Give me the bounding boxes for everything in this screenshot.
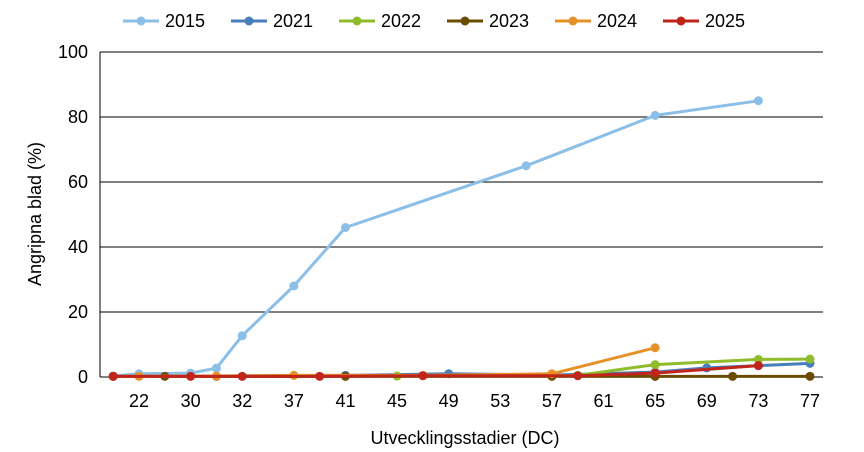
legend-swatch-marker (460, 16, 470, 26)
data-point-2023-7 (805, 371, 815, 381)
x-tick-69: 69 (697, 391, 717, 411)
data-point-2025-0 (108, 371, 118, 381)
x-tick-65: 65 (645, 391, 665, 411)
data-point-2025-3 (315, 371, 325, 381)
y-tick-60: 60 (68, 172, 88, 192)
x-tick-37: 37 (284, 391, 304, 411)
y-tick-20: 20 (68, 302, 88, 322)
series-line-2015 (113, 99, 759, 378)
legend-item-2021[interactable]: 2021 (231, 11, 313, 31)
legend-swatch-marker (244, 16, 254, 26)
x-tick-77: 77 (800, 391, 820, 411)
data-point-2024-6 (650, 343, 660, 353)
legend-label: 2022 (381, 11, 421, 31)
legend-item-2024[interactable]: 2024 (555, 11, 637, 31)
x-tick-30: 30 (181, 391, 201, 411)
x-tick-45: 45 (387, 391, 407, 411)
x-tick-22: 22 (129, 391, 149, 411)
data-point-2015-3 (211, 363, 221, 373)
x-tick-53: 53 (490, 391, 510, 411)
legend-swatch-marker (568, 16, 578, 26)
legend-label: 2021 (273, 11, 313, 31)
y-axis-title: Angripna blad (%) (25, 142, 45, 286)
series-lines (108, 96, 815, 381)
y-tick-labels: 0 20 40 60 80 100 (58, 42, 88, 387)
series-line-2025 (113, 364, 759, 378)
data-point-2022-4 (753, 354, 763, 364)
x-tick-49: 49 (439, 391, 459, 411)
legend-swatch-marker (136, 16, 146, 26)
data-point-2025-7 (753, 361, 763, 371)
chart-legend[interactable]: 2015 2021 2022 2023 2024 2025 (123, 11, 745, 31)
x-tick-61: 61 (594, 391, 614, 411)
data-point-2015-4 (237, 331, 247, 341)
data-point-2025-1 (186, 371, 196, 381)
data-point-2022-5 (805, 354, 815, 364)
data-point-2025-6 (650, 368, 660, 378)
x-tick-32: 32 (232, 391, 252, 411)
legend-label: 2023 (489, 11, 529, 31)
x-axis-title: Utvecklingsstadier (DC) (370, 428, 559, 448)
legend-item-2022[interactable]: 2022 (339, 11, 421, 31)
legend-item-2015[interactable]: 2015 (123, 11, 205, 31)
y-gridlines (99, 51, 823, 378)
data-point-2025-2 (237, 371, 247, 381)
y-tick-40: 40 (68, 237, 88, 257)
data-point-2025-4 (418, 371, 428, 381)
series-2025 (108, 361, 763, 381)
data-point-2015-9 (753, 96, 763, 106)
data-point-2015-7 (521, 161, 531, 171)
legend-swatch-marker (352, 16, 362, 26)
x-tick-57: 57 (542, 391, 562, 411)
x-tick-labels: 22 30 32 37 41 45 49 53 57 61 65 69 73 77 (129, 391, 820, 411)
y-tick-100: 100 (58, 42, 88, 62)
legend-item-2023[interactable]: 2023 (447, 11, 529, 31)
data-point-2015-8 (650, 110, 660, 120)
data-point-2015-5 (289, 281, 299, 291)
data-point-2025-5 (573, 371, 583, 381)
legend-item-2025[interactable]: 2025 (663, 11, 745, 31)
data-point-2022-3 (650, 360, 660, 370)
legend-label: 2015 (165, 11, 205, 31)
series-2015 (108, 96, 763, 381)
legend-label: 2025 (705, 11, 745, 31)
x-tick-41: 41 (335, 391, 355, 411)
x-tick-73: 73 (748, 391, 768, 411)
legend-label: 2024 (597, 11, 637, 31)
y-tick-0: 0 (78, 367, 88, 387)
data-point-2023-6 (728, 371, 738, 381)
y-tick-80: 80 (68, 107, 88, 127)
data-point-2015-6 (340, 223, 350, 232)
legend-swatch-marker (676, 16, 686, 26)
